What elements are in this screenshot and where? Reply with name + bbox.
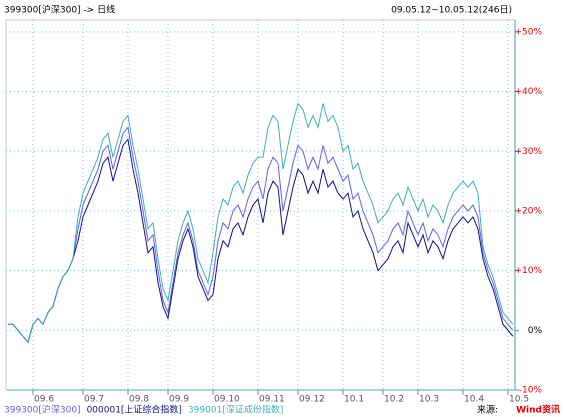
y-tick-label: +40%	[514, 87, 542, 97]
x-tick-label: 10.5	[509, 395, 529, 405]
header-left: 399300[沪深300] -> 日线	[4, 4, 115, 16]
x-tick-label: 09.9	[169, 395, 189, 405]
y-tick-label: +50%	[514, 27, 542, 37]
series-line	[8, 102, 514, 344]
source-label: 来源:	[477, 405, 498, 416]
y-tick-label: +20%	[514, 206, 542, 216]
x-tick-label: 10.3	[419, 395, 439, 405]
legend-entry: 399300[沪深300]	[4, 404, 81, 416]
x-tick-label: 10.2	[384, 395, 404, 405]
y-tick-label: +10%	[514, 266, 542, 276]
y-tick-label: 0%	[528, 326, 543, 336]
x-tick-label: 10.1	[344, 395, 364, 405]
x-tick-label: 09.12	[299, 395, 325, 405]
x-tick-label: 09.8	[129, 395, 149, 405]
header-right: 09.05.12~10.05.12(246日)	[391, 5, 512, 16]
x-tick-label: 10.4	[464, 395, 484, 405]
logo: Wind资讯	[516, 404, 560, 416]
x-tick-label: 09.10	[214, 395, 240, 405]
x-tick-label: 09.11	[259, 395, 285, 405]
series-line	[8, 126, 514, 344]
series-line	[8, 138, 514, 344]
legend-entry: 000001[上证综合指数]	[87, 404, 182, 416]
x-tick-label: 09.7	[84, 395, 104, 405]
x-tick-label: 09.6	[34, 395, 54, 405]
y-tick-label: +30%	[514, 147, 542, 157]
legend-entry: 399001[深证成份指数]	[188, 404, 283, 416]
y-tick-label: -10%	[519, 386, 543, 396]
